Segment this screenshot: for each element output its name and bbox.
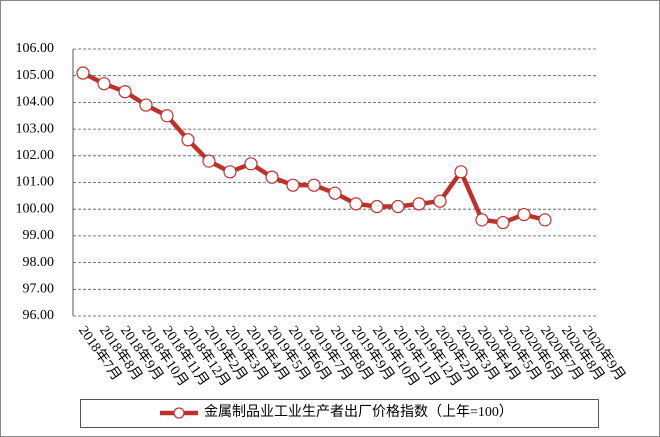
y-tick-label: 99.00 (23, 228, 55, 243)
marker (307, 178, 321, 192)
legend-box (80, 399, 599, 428)
marker (328, 186, 342, 200)
marker (139, 98, 153, 112)
marker (286, 178, 300, 192)
y-tick-label: 106.00 (16, 41, 55, 56)
y-tick-label: 97.00 (23, 282, 55, 297)
marker (496, 215, 510, 230)
marker (475, 213, 489, 227)
y-tick-label: 105.00 (16, 68, 55, 83)
y-tick-label: 98.00 (23, 255, 55, 270)
marker (160, 109, 174, 123)
marker (244, 157, 258, 171)
marker (97, 77, 111, 91)
y-tick-label: 103.00 (16, 121, 55, 136)
marker (223, 165, 237, 179)
y-tick-label: 100.00 (16, 201, 55, 216)
marker (454, 165, 468, 179)
legend-label: 金属制品业工业生产者出厂价格指数（上年=100） (204, 404, 513, 420)
marker (265, 170, 279, 184)
marker (349, 197, 363, 211)
legend-marker (173, 407, 185, 419)
marker (76, 66, 90, 80)
marker (538, 213, 552, 227)
y-tick-label: 104.00 (16, 95, 55, 110)
marker (433, 194, 447, 208)
y-tick-label: 102.00 (16, 148, 55, 163)
y-tick-label: 96.00 (23, 308, 55, 323)
marker (370, 199, 384, 214)
marker (391, 199, 405, 214)
marker (181, 133, 195, 147)
y-tick-label: 101.00 (16, 175, 55, 190)
marker (412, 197, 426, 211)
marker (517, 207, 531, 222)
marker (202, 154, 216, 168)
marker (118, 85, 132, 99)
